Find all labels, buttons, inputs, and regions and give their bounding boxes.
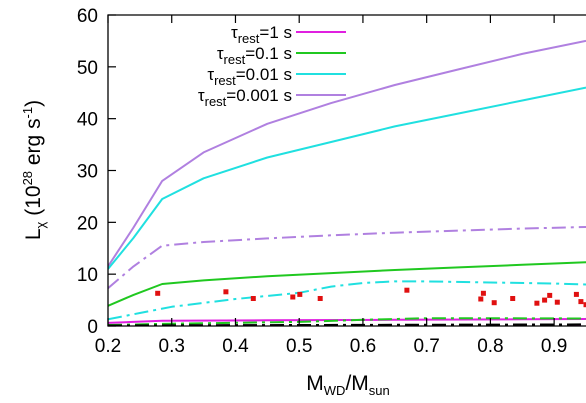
- series-line-4: [108, 226, 586, 289]
- scatter-point-2: [250, 296, 256, 301]
- y-axis-title-sup: 28: [20, 171, 35, 185]
- plot-background: [108, 15, 586, 326]
- x-axis-title-main: M: [306, 372, 324, 395]
- tick-labels: 0.2 0.3 0.4 0.5 0.6 0.7 0.8 0.9 0 10 20 30 40 50 60: [77, 6, 567, 357]
- x-axis-title-mid: /M: [345, 372, 368, 395]
- y-axis-title-main: L: [22, 228, 45, 240]
- y-tick-label: 50: [77, 58, 98, 79]
- scatter-point-6: [404, 287, 410, 293]
- x-tick-label: 0.5: [286, 336, 312, 357]
- y-axis-title-sup2: -1: [20, 107, 35, 119]
- x-axis-title-sub2: sun: [369, 383, 390, 398]
- series-line-0: [108, 39, 586, 267]
- series-line-2: [108, 261, 586, 307]
- x-tick-label: 0.2: [95, 336, 121, 357]
- scatter-point-10: [510, 296, 516, 301]
- legend-label-1: τrest=0.1 s: [217, 44, 292, 67]
- series-line-5: [108, 280, 586, 321]
- x-tick-label: 0.3: [159, 336, 185, 357]
- y-axis-title-close: ): [22, 100, 45, 107]
- y-axis-title-unit: erg s: [22, 118, 45, 171]
- x-tick-label: 0.9: [541, 336, 567, 357]
- y-tick-label: 0: [87, 317, 98, 338]
- scatter-point-9: [491, 300, 497, 306]
- scatter-point-8: [480, 290, 486, 296]
- scatter-point-16: [578, 299, 584, 305]
- legend-label-2: τrest=0.01 s: [207, 65, 292, 88]
- scatter-point-0: [155, 290, 161, 296]
- y-axis-title-open: (10: [22, 185, 45, 221]
- x-axis-title: MWD/Msun: [306, 372, 389, 398]
- scatter-point-1: [223, 289, 229, 295]
- y-axis-title-sub: χ: [33, 221, 48, 228]
- scatter-point-17: [583, 302, 586, 308]
- x-axis-title-sub1: WD: [324, 383, 346, 398]
- scatter-point-5: [317, 296, 323, 301]
- x-tick-label: 0.7: [413, 336, 439, 357]
- legend-label-3: τrest=0.001 s: [198, 86, 292, 109]
- scatter-point-14: [554, 299, 560, 305]
- y-tick-label: 60: [77, 6, 98, 27]
- scatter-point-12: [542, 297, 548, 303]
- scatter-point-7: [478, 296, 484, 302]
- y-tick-label: 10: [77, 265, 98, 286]
- scatter-point-4: [297, 291, 303, 297]
- y-tick-label: 30: [77, 162, 98, 183]
- x-tick-label: 0.8: [477, 336, 503, 357]
- x-tick-label: 0.4: [222, 336, 249, 357]
- x-tick-label: 0.6: [350, 336, 376, 357]
- scatter-point-15: [573, 291, 579, 297]
- y-tick-label: 20: [77, 213, 98, 234]
- scatter-point-3: [290, 294, 296, 300]
- y-tick-label: 40: [77, 110, 98, 131]
- y-axis-title: Lχ (1028 erg s-1): [20, 100, 48, 240]
- series-line-1: [108, 86, 586, 270]
- scatter-point-13: [547, 292, 553, 298]
- legend-label-0: τrest=1 s: [231, 23, 292, 46]
- scatter-point-11: [534, 300, 540, 306]
